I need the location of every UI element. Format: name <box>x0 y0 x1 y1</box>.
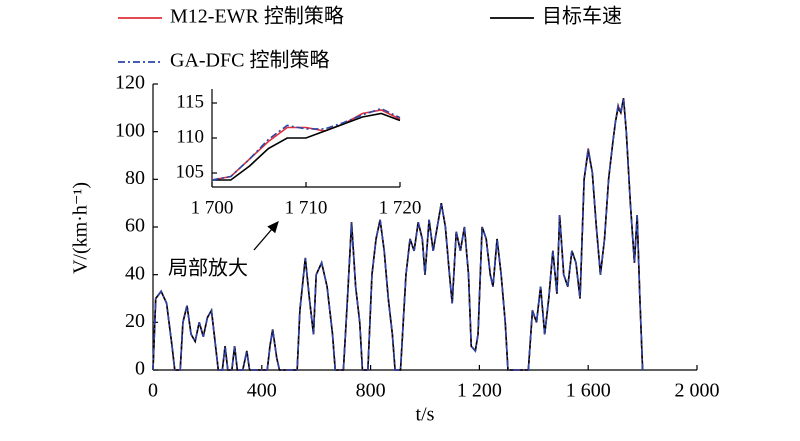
y-tick-label: 0 <box>135 358 145 380</box>
y-tick-label: 120 <box>115 72 145 94</box>
annotation-arrow <box>253 221 279 251</box>
series-line <box>212 112 401 181</box>
y-tick-label: 60 <box>125 215 145 237</box>
x-tick-label: 2 000 <box>675 380 720 402</box>
legend-label: GA-DFC 控制策略 <box>170 49 329 72</box>
y-tick-label: 100 <box>115 119 145 141</box>
y-tick-label: 110 <box>176 126 204 147</box>
x-tick-label: 1 600 <box>566 380 611 402</box>
x-tick-label: 1 700 <box>191 197 234 218</box>
x-tick-label: 1 710 <box>285 197 328 218</box>
x-tick-label: 0 <box>148 380 158 402</box>
x-tick-label: 400 <box>247 380 277 402</box>
legend-label: M12-EWR 控制策略 <box>170 5 344 28</box>
x-tick-label: 1 720 <box>379 197 422 218</box>
y-tick-label: 80 <box>125 167 145 189</box>
series-line <box>211 107 401 181</box>
legend-label: 目标车速 <box>542 5 622 28</box>
y-tick-label: 40 <box>125 262 145 284</box>
x-tick-label: 1 200 <box>457 380 502 402</box>
x-axis-label: t/s <box>416 404 435 426</box>
y-tick-label: 20 <box>125 310 145 332</box>
series-line <box>152 98 644 371</box>
x-tick-label: 800 <box>356 380 386 402</box>
y-tick-label: 105 <box>176 161 205 182</box>
y-axis-label: V/(km·h⁻¹) <box>70 182 92 274</box>
y-tick-label: 115 <box>176 91 204 112</box>
annotation: 局部放大 <box>168 257 248 280</box>
